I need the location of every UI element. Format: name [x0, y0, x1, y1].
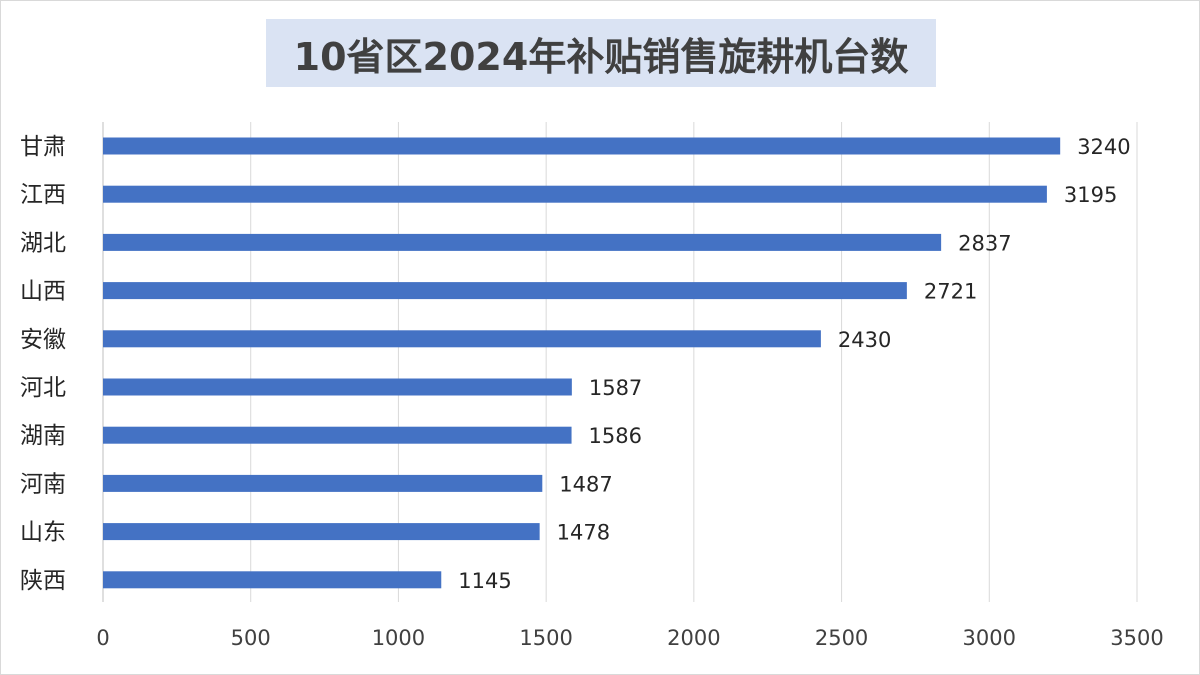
category-label: 河南: [20, 471, 66, 497]
bar: [103, 185, 1047, 203]
category-label: 陕西: [20, 568, 66, 594]
x-tick-label: 2500: [815, 626, 868, 650]
category-label: 湖北: [20, 230, 66, 256]
data-label: 1487: [559, 472, 612, 496]
x-tick-label: 1500: [519, 626, 572, 650]
data-label: 2430: [838, 328, 891, 352]
data-label: 1478: [557, 521, 610, 545]
bar: [103, 282, 907, 300]
data-label: 2837: [958, 231, 1011, 255]
x-tick-label: 3000: [963, 626, 1016, 650]
bar: [103, 330, 821, 348]
chart-title: 10省区2024年补贴销售旋耕机台数: [293, 34, 909, 79]
bar: [103, 474, 543, 492]
bar: [103, 233, 942, 251]
category-label: 河北: [20, 375, 66, 401]
category-label: 安徽: [20, 327, 66, 353]
bar: [103, 137, 1061, 155]
bar: [103, 426, 572, 444]
data-label: 2721: [924, 280, 977, 304]
bar: [103, 571, 442, 589]
category-label: 湖南: [20, 423, 66, 449]
bar: [103, 523, 540, 541]
category-label: 山西: [20, 279, 66, 305]
x-tick-label: 0: [96, 626, 109, 650]
category-label: 山东: [20, 520, 66, 546]
x-tick-label: 1000: [372, 626, 425, 650]
chart-title-box: 10省区2024年补贴销售旋耕机台数: [266, 19, 936, 87]
data-label: 3240: [1077, 135, 1130, 159]
x-tick-label: 500: [231, 626, 271, 650]
x-tick-label: 2000: [667, 626, 720, 650]
bar: [103, 378, 572, 396]
data-label: 1587: [589, 376, 642, 400]
category-label: 江西: [20, 182, 66, 208]
x-tick-label: 3500: [1110, 626, 1163, 650]
data-label: 3195: [1064, 183, 1117, 207]
data-label: 1586: [589, 424, 642, 448]
category-label: 甘肃: [20, 134, 66, 160]
data-label: 1145: [458, 569, 511, 593]
